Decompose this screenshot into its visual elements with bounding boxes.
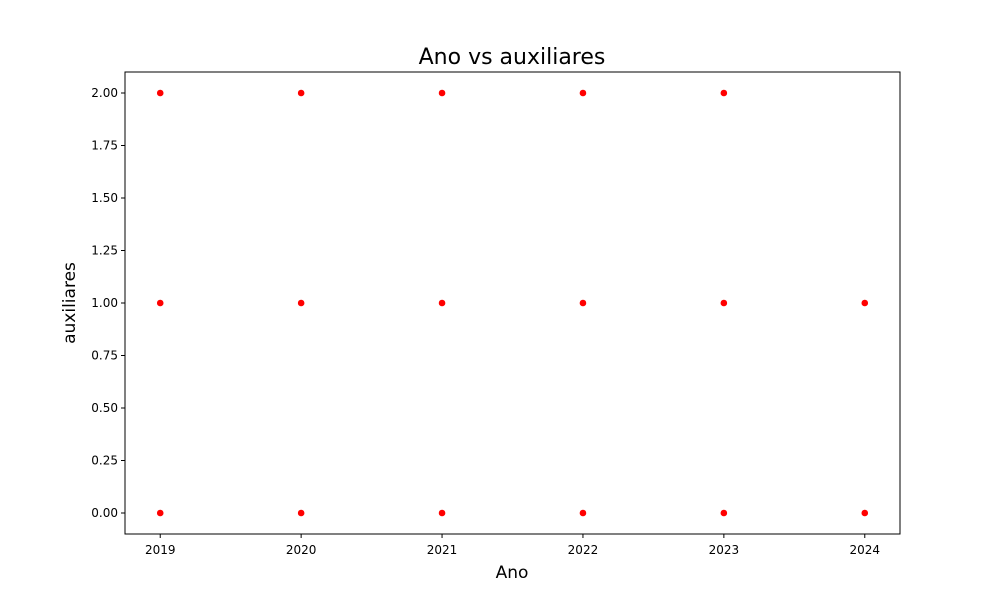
data-point (579, 509, 587, 517)
data-point (156, 89, 165, 97)
data-point (438, 299, 446, 307)
data-point (156, 299, 165, 307)
y-tick-label: 0.00 (91, 506, 118, 520)
data-point (297, 89, 306, 97)
y-tick-label: 0.50 (91, 401, 118, 415)
y-tick-label: 0.75 (91, 349, 118, 363)
data-point (579, 89, 587, 97)
data-point (860, 299, 869, 307)
chart-title: Ano vs auxiliares (419, 45, 606, 70)
data-point (719, 509, 728, 517)
y-tick-label: 2.00 (91, 86, 118, 100)
x-tick-label: 2019 (145, 543, 176, 557)
y-tick-label: 1.75 (91, 139, 118, 153)
x-tick-label: 2021 (427, 543, 458, 557)
x-tick-label: 2020 (286, 543, 317, 557)
data-point (438, 89, 446, 97)
plot-area: 2019 2020 2021 2022 2023 2024 0.00 0.25 0.50 0.75… (91, 86, 880, 557)
data-point (719, 299, 728, 307)
y-tick-label: 1.25 (91, 244, 118, 258)
x-axis-title: Ano (496, 563, 529, 583)
plot-frame (124, 71, 901, 535)
data-point (156, 509, 165, 517)
x-tick-label: 2022 (568, 543, 599, 557)
data-point (719, 89, 728, 97)
x-tick-label: 2023 (709, 543, 740, 557)
data-point (579, 299, 587, 307)
y-tick-label: 1.50 (91, 191, 118, 205)
data-point (297, 509, 306, 517)
x-tick-label: 2024 (849, 543, 880, 557)
data-point (297, 299, 306, 307)
data-point (438, 509, 446, 517)
y-tick-label: 1.00 (91, 296, 118, 310)
y-axis-title: auxiliares (60, 262, 80, 344)
data-point (860, 509, 869, 517)
y-tick-label: 0.25 (91, 454, 118, 468)
